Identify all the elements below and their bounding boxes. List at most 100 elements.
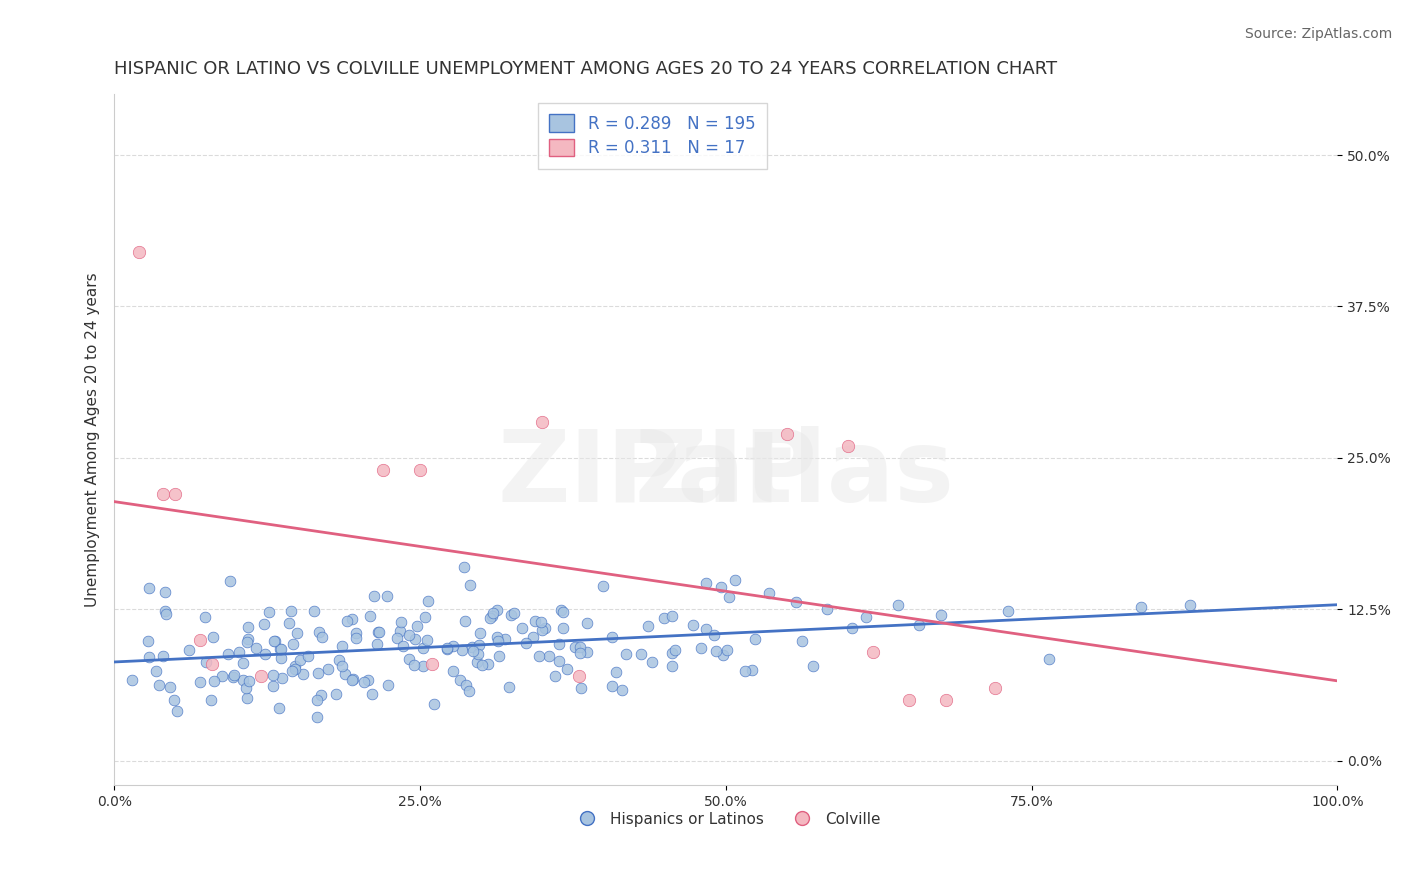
- Hispanics or Latinos: [592, 579, 614, 593]
- Hispanics or Latinos: [330, 659, 353, 673]
- Hispanics or Latinos: [461, 640, 484, 655]
- Hispanics or Latinos: [463, 644, 485, 658]
- Hispanics or Latinos: [907, 618, 929, 632]
- Hispanics or Latinos: [610, 683, 633, 698]
- Text: Source: ZipAtlas.com: Source: ZipAtlas.com: [1244, 27, 1392, 41]
- Hispanics or Latinos: [458, 578, 481, 592]
- Hispanics or Latinos: [277, 616, 299, 631]
- Hispanics or Latinos: [202, 631, 225, 645]
- Hispanics or Latinos: [366, 637, 388, 651]
- Hispanics or Latinos: [551, 621, 574, 635]
- Hispanics or Latinos: [630, 647, 652, 661]
- Colville: [152, 487, 174, 501]
- Hispanics or Latinos: [177, 642, 200, 657]
- Hispanics or Latinos: [330, 640, 353, 654]
- Colville: [128, 244, 150, 259]
- Hispanics or Latinos: [385, 631, 408, 645]
- Hispanics or Latinos: [280, 604, 302, 618]
- Hispanics or Latinos: [211, 669, 233, 683]
- Hispanics or Latinos: [661, 608, 683, 623]
- Hispanics or Latinos: [486, 630, 509, 644]
- Hispanics or Latinos: [1180, 598, 1202, 612]
- Hispanics or Latinos: [367, 624, 389, 639]
- Hispanics or Latinos: [569, 681, 592, 696]
- Hispanics or Latinos: [488, 648, 510, 663]
- Hispanics or Latinos: [537, 648, 560, 663]
- Hispanics or Latinos: [499, 607, 522, 622]
- Hispanics or Latinos: [238, 674, 260, 689]
- Hispanics or Latinos: [291, 666, 314, 681]
- Hispanics or Latinos: [1038, 652, 1060, 666]
- Hispanics or Latinos: [200, 692, 222, 706]
- Hispanics or Latinos: [245, 641, 267, 656]
- Hispanics or Latinos: [855, 610, 877, 624]
- Colville: [531, 415, 554, 429]
- Hispanics or Latinos: [510, 621, 533, 635]
- Colville: [568, 669, 591, 683]
- Hispanics or Latinos: [498, 680, 520, 694]
- Colville: [250, 669, 273, 683]
- Hispanics or Latinos: [288, 653, 311, 667]
- Hispanics or Latinos: [441, 640, 464, 654]
- Hispanics or Latinos: [478, 611, 501, 625]
- Hispanics or Latinos: [344, 626, 367, 640]
- Hispanics or Latinos: [486, 634, 509, 648]
- Hispanics or Latinos: [271, 671, 294, 685]
- Hispanics or Latinos: [458, 684, 481, 698]
- Colville: [420, 657, 443, 671]
- Hispanics or Latinos: [359, 609, 381, 624]
- Hispanics or Latinos: [342, 672, 364, 686]
- Hispanics or Latinos: [481, 606, 503, 620]
- Hispanics or Latinos: [333, 666, 356, 681]
- Hispanics or Latinos: [392, 639, 415, 653]
- Hispanics or Latinos: [524, 614, 547, 628]
- Hispanics or Latinos: [263, 634, 285, 648]
- Hispanics or Latinos: [841, 622, 863, 636]
- Colville: [984, 681, 1007, 695]
- Hispanics or Latinos: [502, 606, 524, 620]
- Hispanics or Latinos: [152, 648, 174, 663]
- Hispanics or Latinos: [202, 674, 225, 689]
- Hispanics or Latinos: [361, 687, 384, 701]
- Hispanics or Latinos: [305, 693, 328, 707]
- Hispanics or Latinos: [734, 665, 756, 679]
- Hispanics or Latinos: [217, 647, 239, 661]
- Hispanics or Latinos: [441, 664, 464, 678]
- Hispanics or Latinos: [253, 616, 276, 631]
- Text: ZIP: ZIP: [634, 425, 817, 523]
- Hispanics or Latinos: [450, 642, 472, 657]
- Hispanics or Latinos: [724, 573, 747, 587]
- Hispanics or Latinos: [281, 636, 304, 650]
- Text: ZIPatlas: ZIPatlas: [498, 425, 955, 523]
- Hispanics or Latinos: [238, 632, 260, 646]
- Hispanics or Latinos: [336, 614, 359, 628]
- Hispanics or Latinos: [404, 658, 426, 673]
- Hispanics or Latinos: [305, 710, 328, 724]
- Hispanics or Latinos: [527, 648, 550, 663]
- Hispanics or Latinos: [717, 591, 740, 605]
- Hispanics or Latinos: [412, 641, 434, 656]
- Hispanics or Latinos: [555, 663, 578, 677]
- Y-axis label: Unemployment Among Ages 20 to 24 years: Unemployment Among Ages 20 to 24 years: [86, 272, 100, 607]
- Hispanics or Latinos: [138, 581, 160, 595]
- Hispanics or Latinos: [153, 604, 176, 618]
- Hispanics or Latinos: [575, 644, 598, 658]
- Hispanics or Latinos: [228, 644, 250, 658]
- Hispanics or Latinos: [297, 649, 319, 664]
- Hispanics or Latinos: [600, 680, 623, 694]
- Hispanics or Latinos: [413, 609, 436, 624]
- Hispanics or Latinos: [522, 630, 544, 644]
- Hispanics or Latinos: [515, 635, 537, 649]
- Colville: [188, 632, 211, 647]
- Hispanics or Latinos: [436, 642, 458, 657]
- Hispanics or Latinos: [412, 658, 434, 673]
- Hispanics or Latinos: [416, 594, 439, 608]
- Hispanics or Latinos: [467, 648, 489, 662]
- Hispanics or Latinos: [494, 632, 516, 647]
- Hispanics or Latinos: [145, 665, 167, 679]
- Hispanics or Latinos: [449, 673, 471, 687]
- Hispanics or Latinos: [195, 655, 218, 669]
- Hispanics or Latinos: [263, 679, 285, 693]
- Hispanics or Latinos: [704, 644, 727, 658]
- Hispanics or Latinos: [232, 657, 254, 671]
